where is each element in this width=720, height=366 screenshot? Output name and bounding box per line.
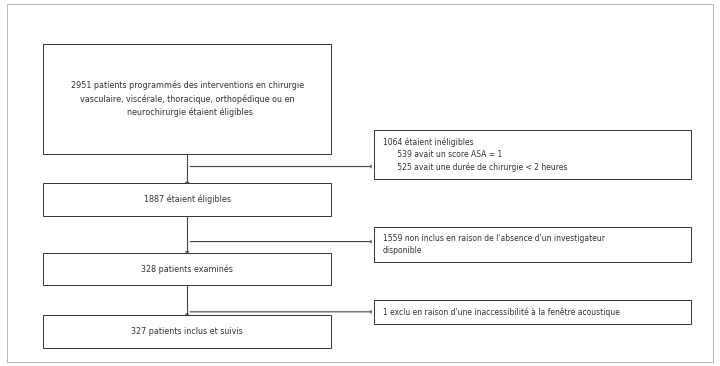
Bar xyxy=(374,227,691,262)
Text: 1559 non inclus en raison de l'absence d'un investigateur
disponible: 1559 non inclus en raison de l'absence d… xyxy=(383,234,605,255)
Bar xyxy=(43,44,331,154)
Text: 1064 étaient inéligibles
      539 avait un score ASA = 1
      525 avait une du: 1064 étaient inéligibles 539 avait un sc… xyxy=(383,137,567,172)
Bar xyxy=(374,130,691,179)
Bar xyxy=(43,315,331,348)
Text: 327 patients inclus et suivis: 327 patients inclus et suivis xyxy=(131,327,243,336)
Text: 2951 patients programmés des interventions en chirurgie
vasculaire, viscérale, t: 2951 patients programmés des interventio… xyxy=(71,81,304,117)
Text: 1 exclu en raison d'une inaccessibilité à la fenêtre acoustique: 1 exclu en raison d'une inaccessibilité … xyxy=(383,307,620,317)
Text: 328 patients examinés: 328 patients examinés xyxy=(141,264,233,274)
Bar xyxy=(43,183,331,216)
Text: 1887 étaient éligibles: 1887 étaient éligibles xyxy=(144,195,230,204)
Bar xyxy=(374,300,691,324)
Bar xyxy=(43,253,331,285)
